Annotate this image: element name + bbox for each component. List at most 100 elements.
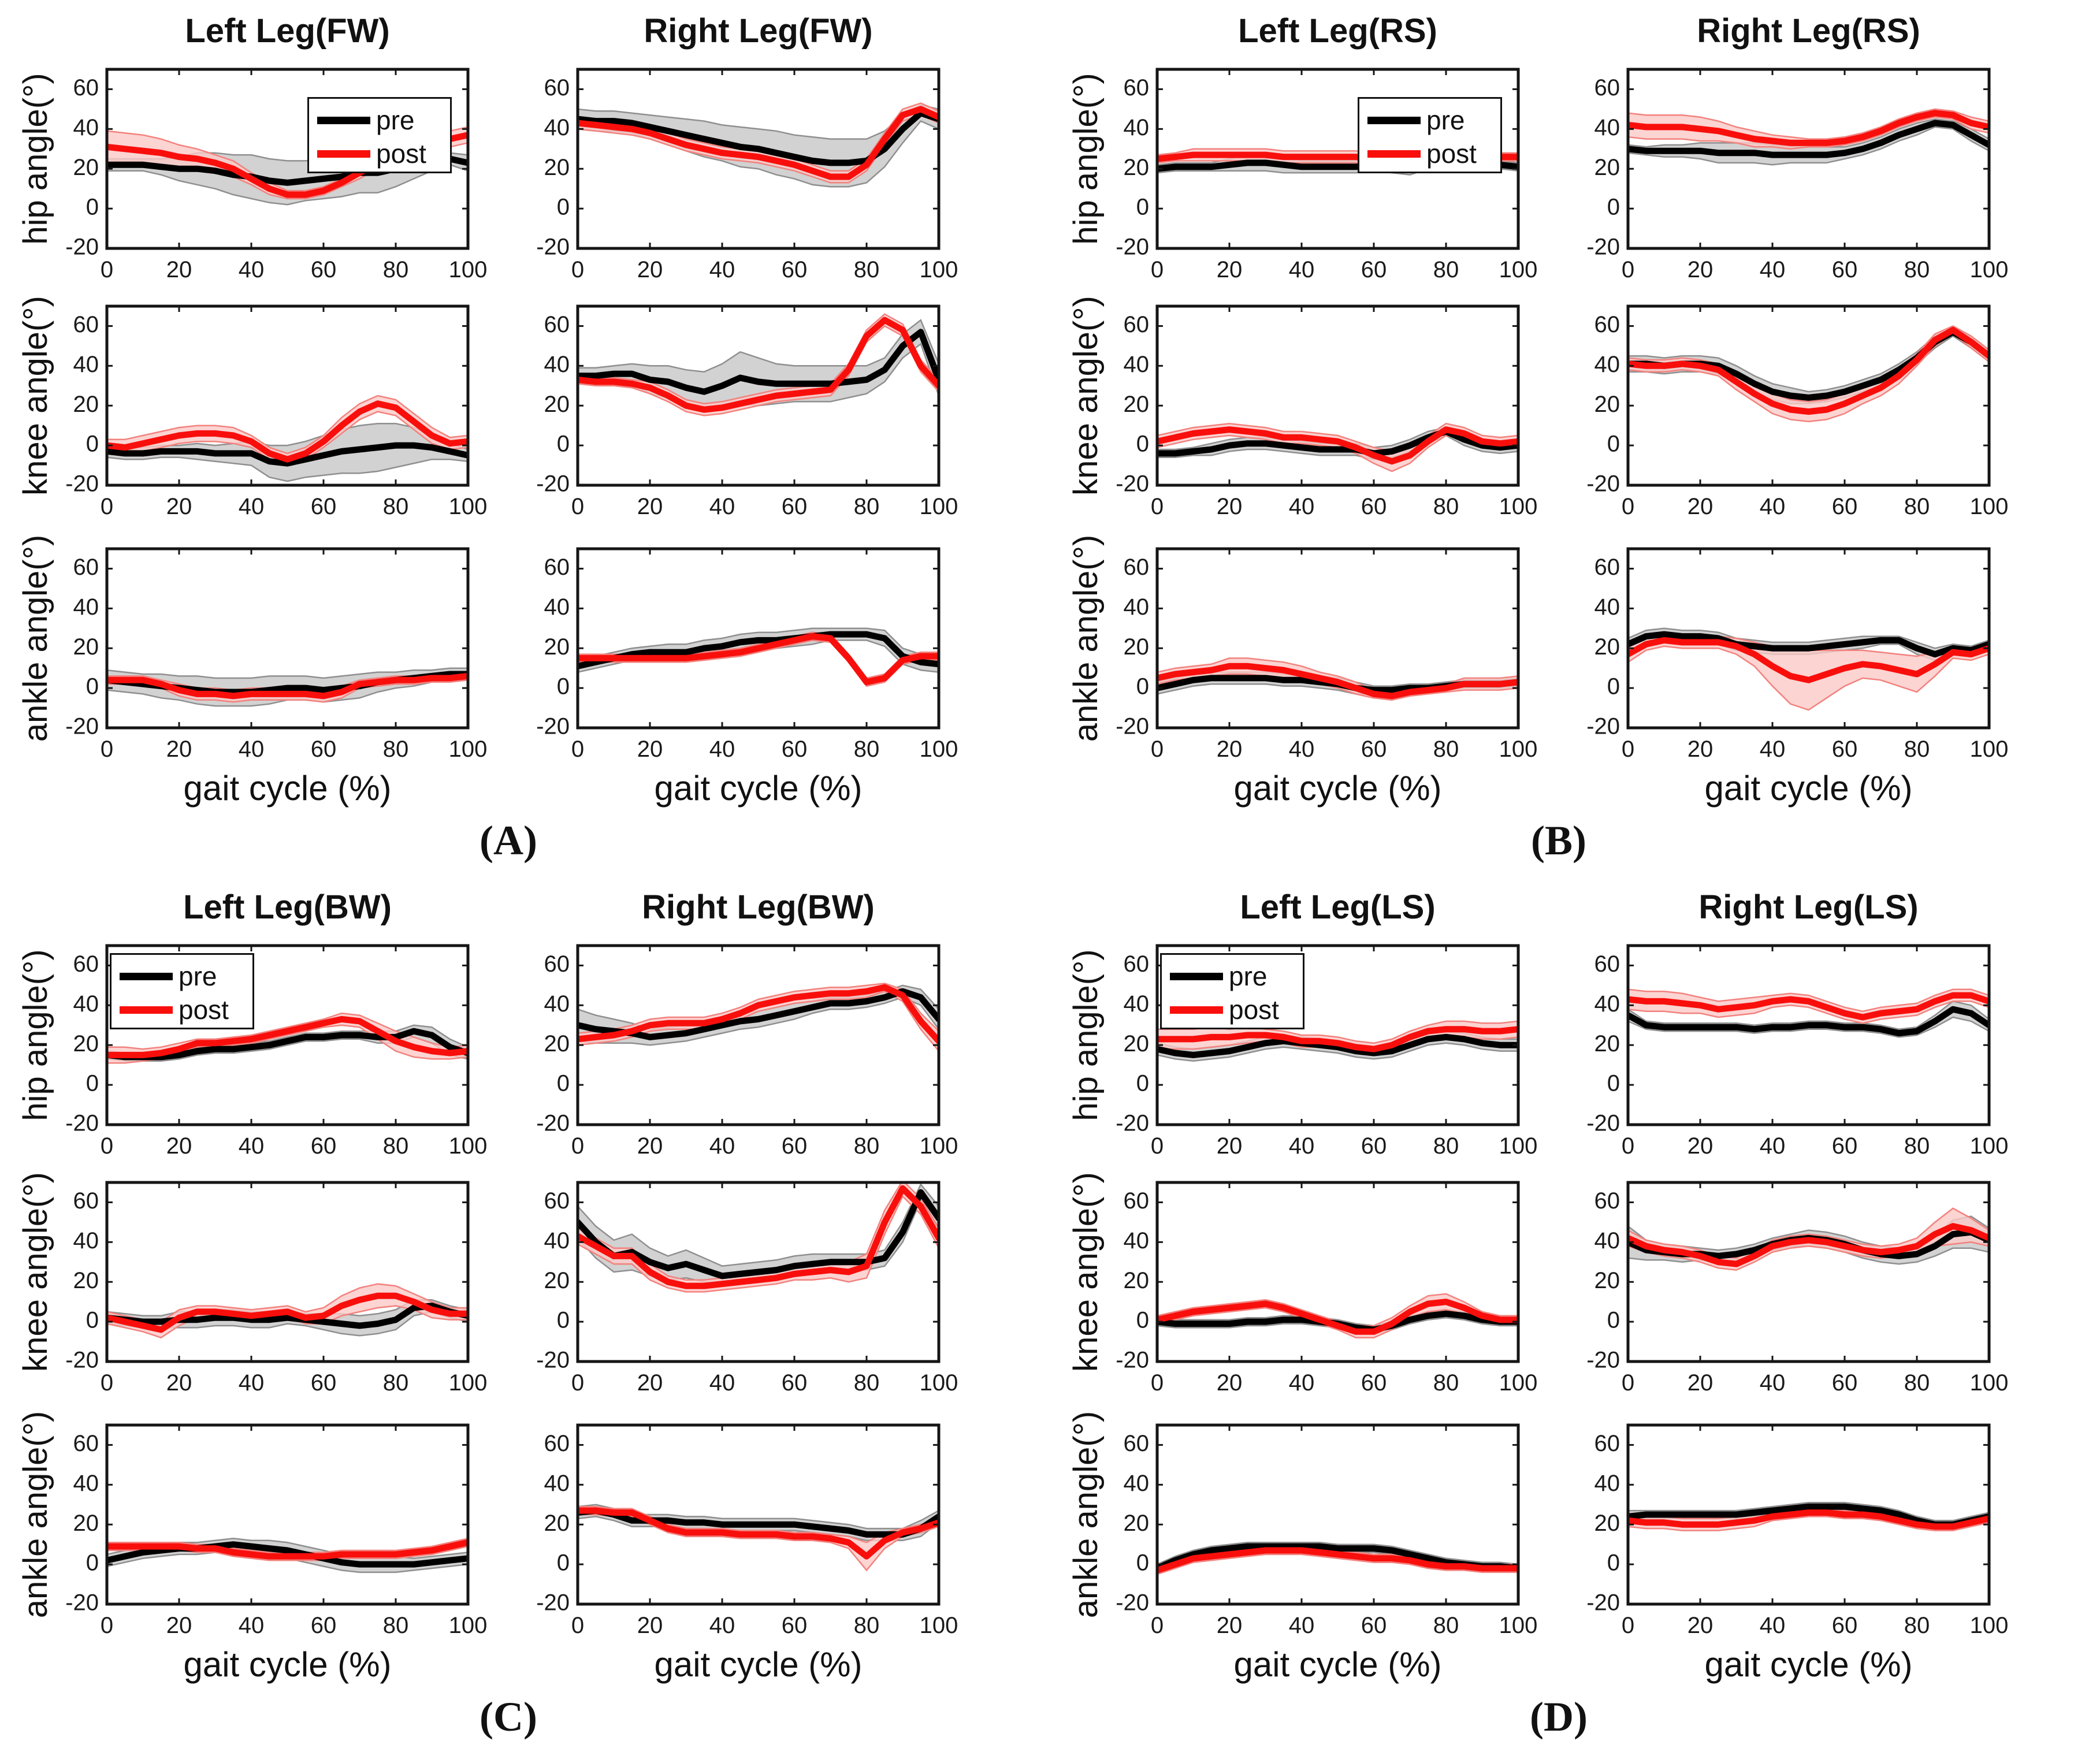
y-tick-label: 0	[86, 674, 99, 700]
x-tick-label: 100	[1499, 736, 1538, 762]
y-tick-label: 20	[73, 1511, 99, 1536]
post-line	[1628, 637, 1989, 683]
x-tick-label: 60	[782, 257, 808, 282]
pre-band-upper-edge	[578, 627, 939, 661]
y-tick-label: 20	[73, 1268, 99, 1293]
x-tick-label: 40	[709, 494, 735, 519]
x-tick-label: 100	[449, 494, 488, 519]
x-tick-label: 100	[1970, 1133, 2009, 1159]
x-tick-label: 0	[571, 257, 584, 282]
post-band-upper-edge	[1157, 657, 1518, 693]
pre-line	[1628, 1006, 1989, 1037]
y-tick-label: 0	[1607, 1550, 1620, 1576]
pre-line	[578, 1507, 939, 1538]
y-tick-label: 40	[73, 352, 99, 377]
x-tick-label: 0	[1151, 736, 1164, 762]
y-tick-label: 40	[544, 991, 570, 1017]
chart-left-ankle-rs: 0 20 40 60 80 100 -20 0 20 40 60	[1088, 531, 1541, 780]
pre-band-lower-edge	[1628, 126, 1989, 166]
y-tick-label: 0	[557, 1550, 570, 1576]
x-tick-label: 80	[1904, 1613, 1930, 1638]
axes-box	[576, 1181, 941, 1363]
series-group	[1157, 1020, 1518, 1062]
y-tick-label: 0	[86, 1308, 99, 1333]
xlabel-gait-cycle: gait cycle (%)	[1704, 769, 1913, 808]
chart-right-ankle-bw: 0 20 40 60 80 100 -20 0 20 40 60	[508, 1408, 962, 1656]
axes-box	[1626, 1423, 1991, 1606]
x-tick-label: 0	[571, 1613, 584, 1638]
y-tick-label: 20	[1124, 392, 1150, 417]
x-tick-label: 100	[1499, 494, 1538, 519]
x-tick-label: 80	[1433, 736, 1459, 762]
post-line	[578, 984, 939, 1044]
x-tick-label: 20	[166, 736, 192, 762]
series-group	[1628, 627, 1989, 711]
post-band-lower-edge	[107, 679, 468, 703]
chart-left-knee-rs: 0 20 40 60 80 100 -20 0 20 40 60	[1088, 289, 1541, 537]
y-tick-label: 0	[557, 432, 570, 457]
chart-right-knee-bw: 0 20 40 60 80 100 -20 0 20 40 60	[508, 1165, 962, 1413]
chart-left-knee-bw: 0 20 40 60 80 100 -20 0 20 40 60	[38, 1165, 491, 1413]
post-line	[578, 633, 939, 686]
post-line	[1157, 1026, 1518, 1052]
y-tick-label: -20	[536, 1590, 570, 1616]
x-tick-label: 80	[383, 1133, 409, 1159]
post-line	[578, 106, 939, 180]
y-tick-label: 20	[544, 634, 570, 660]
post-band	[1628, 634, 1989, 710]
chart-left-hip-fw: 0 20 40 60 80 100 -20 0 20 40 60	[38, 52, 491, 300]
y-tick-label: 0	[86, 432, 99, 457]
pre-line	[578, 329, 939, 395]
post-band-lower-edge	[1157, 1553, 1518, 1575]
x-tick-label: 60	[1361, 1133, 1387, 1159]
x-tick-label: 40	[1289, 1133, 1315, 1159]
post-band	[578, 103, 939, 183]
post-band-lower-edge	[1628, 333, 1989, 423]
x-tick-label: 40	[1760, 494, 1786, 519]
x-tick-label: 20	[166, 257, 192, 282]
legend-label-pre: pre	[1426, 105, 1465, 135]
series-group	[1628, 1502, 1989, 1531]
chart-right-knee-ls: 0 20 40 60 80 100 -20 0 20 40 60	[1559, 1165, 2012, 1413]
x-tick-label: 80	[1904, 257, 1930, 282]
post-band-upper-edge	[1628, 988, 1989, 1012]
post-line	[1628, 1223, 1989, 1267]
x-tick-label: 40	[1289, 494, 1315, 519]
post-line	[578, 317, 939, 413]
pre-line-swatch	[1170, 972, 1223, 980]
post-line	[578, 1185, 939, 1289]
x-tick-label: 0	[101, 1133, 113, 1159]
y-tick-label: 60	[544, 1188, 570, 1214]
post-line	[1628, 1509, 1989, 1530]
series-group	[107, 1283, 468, 1339]
y-tick-label: -20	[1116, 1111, 1149, 1136]
y-tick-label: 60	[544, 555, 570, 580]
y-tick-label: 0	[1136, 1308, 1149, 1333]
axes-box	[576, 68, 941, 250]
pre-band-upper-edge	[578, 104, 939, 140]
x-tick-label: 60	[1361, 257, 1387, 282]
y-tick-label: -20	[65, 1111, 99, 1136]
y-tick-label: -20	[1586, 235, 1620, 260]
panel-c: Left Leg(BW) Right Leg(BW) hip angle(°) …	[0, 876, 1050, 1752]
y-tick-label: 60	[73, 951, 99, 977]
post-line	[578, 1507, 939, 1560]
y-tick-label: 0	[86, 195, 99, 220]
post-line	[1157, 1299, 1518, 1335]
post-band-lower-edge	[1628, 116, 1989, 150]
x-tick-label: 80	[1904, 1370, 1930, 1396]
x-tick-label: 80	[1904, 494, 1930, 519]
x-tick-label: 80	[854, 257, 880, 282]
y-tick-label: 40	[73, 1471, 99, 1496]
post-line-swatch	[317, 150, 370, 158]
y-tick-label: 20	[1594, 634, 1620, 660]
x-tick-label: 0	[571, 494, 584, 519]
pre-band-lower-edge	[1628, 1016, 1989, 1038]
x-tick-label: 20	[637, 736, 663, 762]
